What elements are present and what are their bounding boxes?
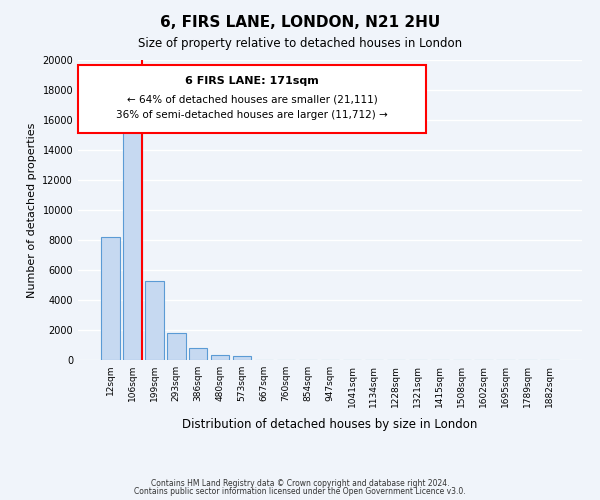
Bar: [233, 356, 251, 360]
Text: 6 FIRS LANE: 171sqm: 6 FIRS LANE: 171sqm: [185, 76, 319, 86]
Bar: [211, 355, 229, 360]
Bar: [101, 237, 119, 360]
Bar: [123, 112, 142, 360]
Y-axis label: Number of detached properties: Number of detached properties: [27, 122, 37, 298]
Text: Size of property relative to detached houses in London: Size of property relative to detached ho…: [138, 38, 462, 51]
Text: Contains public sector information licensed under the Open Government Licence v3: Contains public sector information licen…: [134, 487, 466, 496]
Text: 36% of semi-detached houses are larger (11,712) →: 36% of semi-detached houses are larger (…: [116, 110, 388, 120]
Bar: [145, 280, 164, 360]
Text: Contains HM Land Registry data © Crown copyright and database right 2024.: Contains HM Land Registry data © Crown c…: [151, 478, 449, 488]
X-axis label: Distribution of detached houses by size in London: Distribution of detached houses by size …: [182, 418, 478, 431]
Text: 6, FIRS LANE, LONDON, N21 2HU: 6, FIRS LANE, LONDON, N21 2HU: [160, 15, 440, 30]
Bar: [189, 348, 208, 360]
Bar: [167, 333, 185, 360]
Text: ← 64% of detached houses are smaller (21,111): ← 64% of detached houses are smaller (21…: [127, 94, 377, 104]
